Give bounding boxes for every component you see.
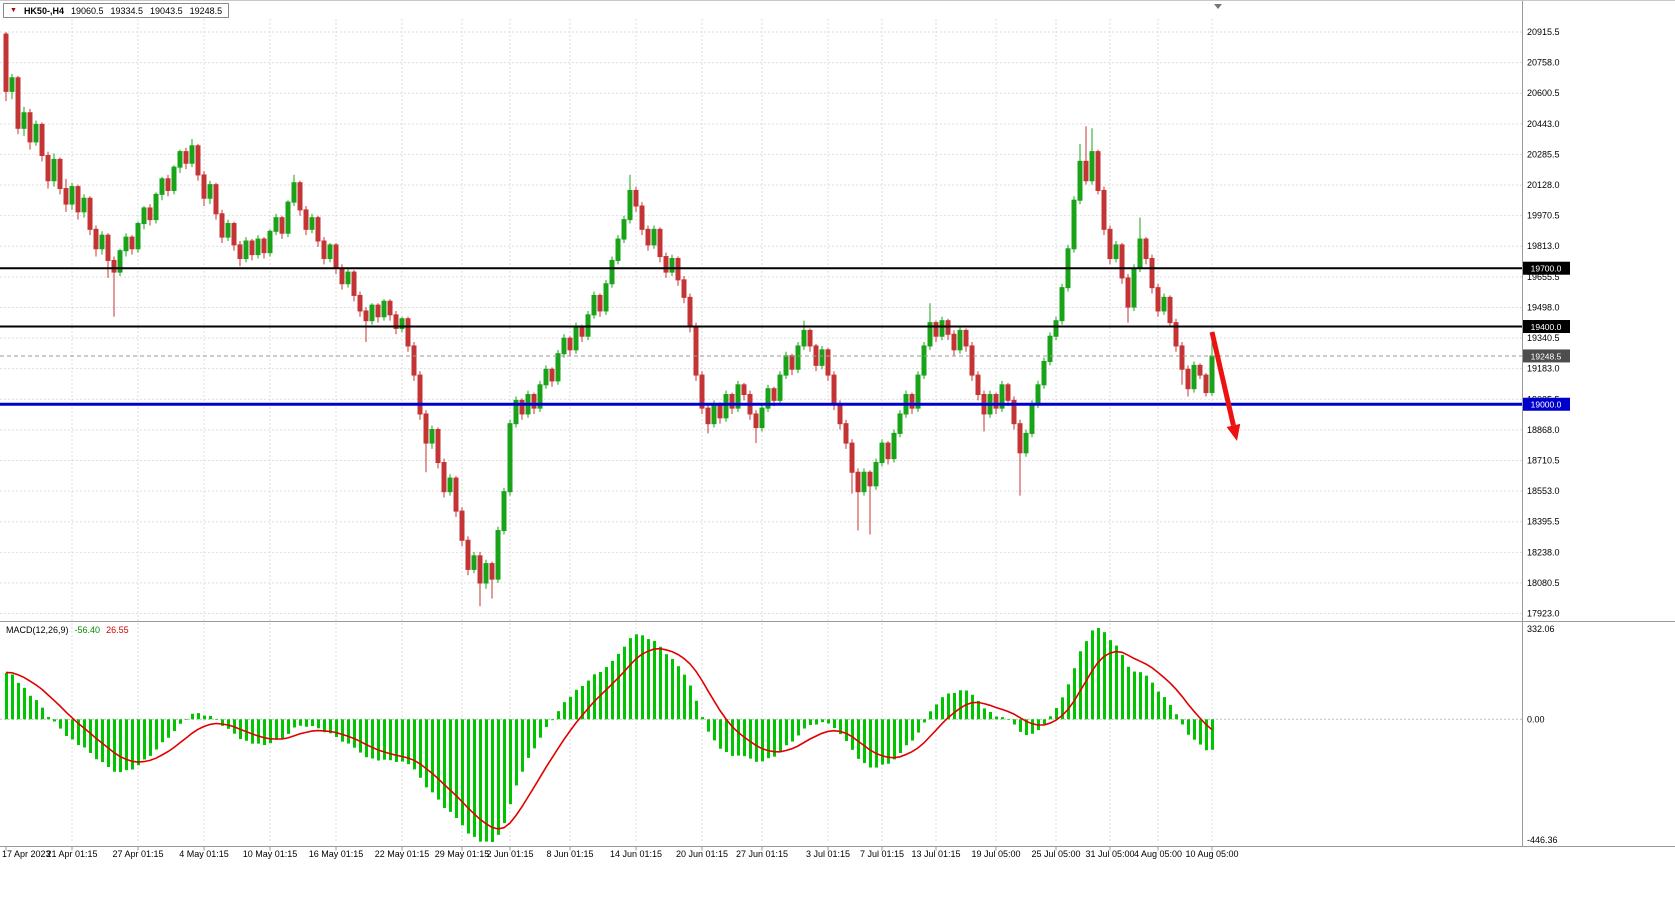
price-level-lines[interactable] <box>0 267 1522 406</box>
price-badge-19248.5 <box>1523 349 1570 363</box>
svg-text:10 May 01:15: 10 May 01:15 <box>243 849 298 859</box>
svg-text:19340.5: 19340.5 <box>1527 333 1560 343</box>
svg-text:19183.0: 19183.0 <box>1527 364 1560 374</box>
svg-text:20 Jun 01:15: 20 Jun 01:15 <box>676 849 728 859</box>
pane-separators <box>0 1 1675 847</box>
symbol-dropdown-icon[interactable]: ▼ <box>10 7 17 14</box>
svg-text:18080.5: 18080.5 <box>1527 578 1560 588</box>
svg-text:13 Jul 01:15: 13 Jul 01:15 <box>911 849 960 859</box>
svg-text:19700.0: 19700.0 <box>1531 264 1562 274</box>
svg-text:21 Apr 01:15: 21 Apr 01:15 <box>46 849 97 859</box>
ohlc-close-value: 19248.5 <box>189 5 223 16</box>
ohlc-high-value: 19334.5 <box>110 5 144 16</box>
svg-text:27 Jun 01:15: 27 Jun 01:15 <box>736 849 788 859</box>
svg-text:4 Aug 05:00: 4 Aug 05:00 <box>1134 849 1182 859</box>
svg-text:-446.36: -446.36 <box>1527 835 1558 845</box>
symbol-info-bar[interactable]: ▼ HK50-,H4 19060.5 19334.5 19043.5 19248… <box>3 3 230 18</box>
macd-indicator-label: MACD(12,26,9) -56.40 26.55 <box>6 625 129 635</box>
svg-text:20285.5: 20285.5 <box>1527 149 1560 159</box>
svg-text:19000.0: 19000.0 <box>1531 400 1562 410</box>
svg-text:22 May 01:15: 22 May 01:15 <box>375 849 430 859</box>
symbol-timeframe-label: HK50-,H4 <box>23 5 64 16</box>
price-axis[interactable]: 20915.5 20758.0 20600.5 20443.0 20285.5 20128… <box>1523 27 1570 619</box>
svg-text:27 Apr 01:15: 27 Apr 01:15 <box>112 849 163 859</box>
arrow-annotation[interactable] <box>1209 331 1241 441</box>
svg-text:20758.0: 20758.0 <box>1527 58 1560 68</box>
svg-text:18868.0: 18868.0 <box>1527 425 1560 435</box>
svg-text:25 Jul 05:00: 25 Jul 05:00 <box>1031 849 1080 859</box>
svg-text:7 Jul 01:15: 7 Jul 01:15 <box>860 849 904 859</box>
svg-text:18238.0: 18238.0 <box>1527 547 1560 557</box>
svg-text:14 Jun 01:15: 14 Jun 01:15 <box>610 849 662 859</box>
svg-text:0.00: 0.00 <box>1527 714 1545 724</box>
svg-text:17 Apr 2023: 17 Apr 2023 <box>2 849 51 859</box>
macd-main-value: -56.40 <box>74 625 101 635</box>
svg-text:19970.5: 19970.5 <box>1527 211 1560 221</box>
macd-signal-value: 26.55 <box>106 625 129 635</box>
macd-pane <box>0 628 1522 842</box>
svg-text:20600.5: 20600.5 <box>1527 88 1560 98</box>
price-badge-19000.0 <box>1523 397 1570 411</box>
svg-text:8 Jun 01:15: 8 Jun 01:15 <box>546 849 593 859</box>
svg-text:19 Jul 05:00: 19 Jul 05:00 <box>971 849 1020 859</box>
svg-text:19400.0: 19400.0 <box>1531 322 1562 332</box>
svg-text:19248.5: 19248.5 <box>1531 351 1562 361</box>
svg-text:20443.0: 20443.0 <box>1527 119 1560 129</box>
svg-text:19813.0: 19813.0 <box>1527 241 1560 251</box>
svg-text:19498.0: 19498.0 <box>1527 302 1560 312</box>
svg-text:18395.5: 18395.5 <box>1527 517 1560 527</box>
price-badge-19700.0 <box>1523 261 1570 275</box>
svg-text:332.06: 332.06 <box>1527 624 1555 634</box>
ohlc-low-value: 19043.5 <box>150 5 183 16</box>
svg-text:4 May 01:15: 4 May 01:15 <box>179 849 229 859</box>
candles-layer <box>3 32 1215 607</box>
svg-text:10 Aug 05:00: 10 Aug 05:00 <box>1185 849 1238 859</box>
chart-shift-marker[interactable] <box>1214 4 1222 9</box>
svg-text:16 May 01:15: 16 May 01:15 <box>309 849 364 859</box>
macd-name: MACD(12,26,9) <box>6 625 69 635</box>
svg-text:2 Jun 01:15: 2 Jun 01:15 <box>486 849 533 859</box>
macd-axis: 332.06 0.00 -446.36 <box>1527 624 1558 845</box>
svg-text:17923.0: 17923.0 <box>1527 609 1560 619</box>
svg-text:20128.0: 20128.0 <box>1527 180 1560 190</box>
svg-text:18710.5: 18710.5 <box>1527 455 1560 465</box>
svg-text:3 Jul 01:15: 3 Jul 01:15 <box>806 849 850 859</box>
grid-layer <box>0 19 1522 842</box>
svg-text:19655.5: 19655.5 <box>1527 272 1560 282</box>
svg-text:31 Jul 05:00: 31 Jul 05:00 <box>1085 849 1134 859</box>
price-badge-19400.0 <box>1523 320 1570 334</box>
svg-text:18553.0: 18553.0 <box>1527 486 1560 496</box>
ohlc-open-value: 19060.5 <box>70 5 104 16</box>
svg-text:29 May 01:15: 29 May 01:15 <box>435 849 490 859</box>
svg-text:20915.5: 20915.5 <box>1527 27 1560 37</box>
